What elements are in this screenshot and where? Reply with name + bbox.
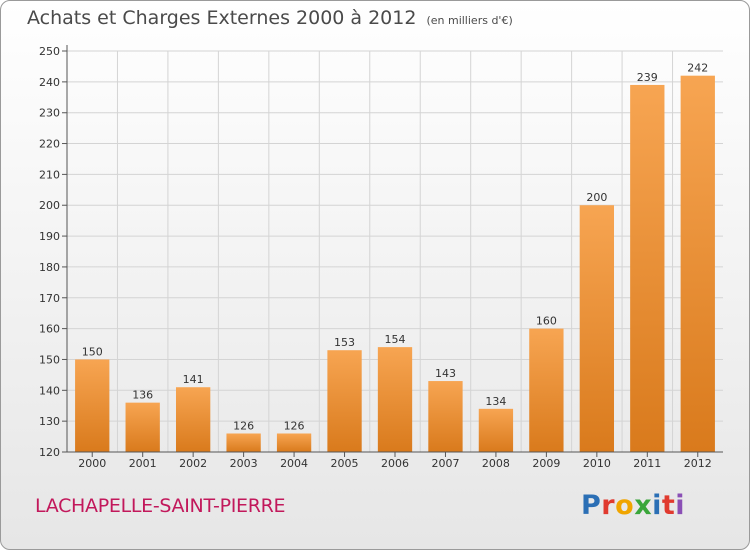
- logo-letter: x: [634, 490, 653, 521]
- x-tick-label: 2011: [633, 457, 661, 470]
- logo-letter: i: [652, 490, 662, 521]
- bar: [226, 433, 261, 452]
- x-tick-label: 2012: [684, 457, 712, 470]
- data-label: 200: [586, 191, 607, 204]
- bar: [75, 359, 110, 452]
- data-label: 150: [82, 345, 103, 358]
- y-tick-label: 140: [39, 384, 60, 397]
- logo-letter: r: [601, 490, 616, 521]
- bars: [75, 75, 715, 452]
- x-tick-label: 2000: [78, 457, 106, 470]
- commune-name: LACHAPELLE-SAINT-PIERRE: [35, 495, 286, 517]
- y-tick-label: 220: [39, 138, 60, 151]
- chart-title: Achats et Charges Externes 2000 à 2012: [27, 7, 417, 29]
- bar: [276, 433, 312, 452]
- x-tick-label: 2005: [331, 457, 359, 470]
- chart-subtitle: (en milliers d'€): [426, 14, 513, 27]
- data-label: 160: [536, 315, 557, 328]
- y-tick-label: 250: [39, 45, 60, 58]
- bar: [579, 205, 615, 452]
- data-label: 242: [687, 62, 708, 75]
- bar: [529, 328, 564, 452]
- data-labels: 150 136 141 126 126 153 154 143 134 160 200 239 242: [82, 62, 709, 433]
- bar: [478, 408, 514, 452]
- x-tick-label: 2003: [230, 457, 258, 470]
- data-label: 136: [132, 389, 153, 402]
- bar: [125, 402, 160, 452]
- axes: 120 130 140 150 160 170 180 190 200 210 220 230 240 2…: [39, 45, 723, 470]
- data-label: 154: [385, 333, 406, 346]
- logo-letter: t: [661, 490, 676, 521]
- y-tick-label: 170: [39, 292, 60, 305]
- y-tick-label: 210: [39, 168, 60, 181]
- bar: [175, 387, 211, 452]
- bar: [428, 381, 463, 452]
- y-tick-label: 160: [39, 323, 60, 336]
- bar: [377, 347, 413, 452]
- logo-letter: P: [581, 490, 602, 521]
- data-label: 134: [485, 395, 506, 408]
- chart-title-block: Achats et Charges Externes 2000 à 2012 (e…: [27, 7, 513, 29]
- data-label: 239: [637, 71, 658, 84]
- x-tick-label: 2001: [129, 457, 157, 470]
- bar: [327, 350, 362, 452]
- y-tick-label: 150: [39, 353, 60, 366]
- x-tick-label: 2004: [280, 457, 308, 470]
- bar: [680, 75, 715, 452]
- logo-letter: o: [615, 490, 635, 521]
- y-tick-label: 180: [39, 261, 60, 274]
- data-label: 126: [233, 419, 254, 432]
- data-label: 143: [435, 367, 456, 380]
- y-tick-label: 130: [39, 415, 60, 428]
- bar: [630, 84, 665, 452]
- x-tick-label: 2010: [583, 457, 611, 470]
- x-tick-label: 2009: [532, 457, 560, 470]
- y-tick-label: 230: [39, 107, 60, 120]
- y-tick-label: 200: [39, 199, 60, 212]
- proxiti-logo: Proxiti: [581, 490, 685, 521]
- x-tick-label: 2002: [179, 457, 207, 470]
- data-label: 126: [284, 419, 305, 432]
- y-tick-label: 190: [39, 230, 60, 243]
- x-tick-label: 2006: [381, 457, 409, 470]
- y-tick-label: 120: [39, 446, 60, 459]
- data-label: 141: [183, 373, 204, 386]
- data-label: 153: [334, 336, 355, 349]
- logo-letter: i: [675, 490, 686, 521]
- y-tick-label: 240: [39, 76, 60, 89]
- x-tick-label: 2008: [482, 457, 510, 470]
- x-tick-label: 2007: [431, 457, 459, 470]
